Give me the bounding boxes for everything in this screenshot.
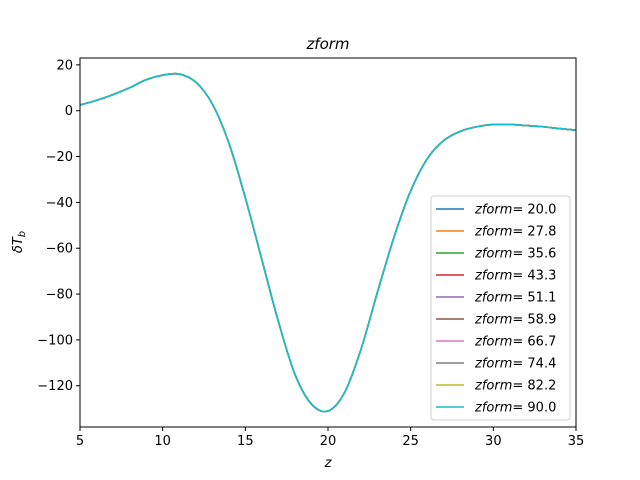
- legend-label: zform= 51.1: [474, 291, 556, 306]
- y-axis-label-main: δT: [11, 236, 26, 253]
- legend-label: zform= 43.3: [474, 269, 556, 284]
- y-tick-label: −20: [46, 150, 73, 165]
- y-tick-label: −60: [46, 242, 73, 257]
- x-tick-label: 10: [154, 434, 171, 449]
- x-tick-label: 35: [568, 434, 585, 449]
- x-tick-label: 30: [485, 434, 502, 449]
- y-tick-label: −120: [37, 379, 73, 394]
- legend-label: zform= 90.0: [474, 401, 556, 416]
- x-axis-label: z: [324, 456, 333, 471]
- y-axis: 20 0 −20 −40 −60 −80 −100 −120: [37, 58, 80, 394]
- y-tick-label: 0: [65, 104, 73, 119]
- x-tick-label: 15: [237, 434, 254, 449]
- legend: zform= 20.0 zform= 27.8 zform= 35.6 zform= …: [430, 195, 571, 421]
- legend-label: zform= 27.8: [474, 225, 556, 240]
- legend-label: zform= 35.6: [474, 247, 556, 262]
- y-tick-label: −100: [37, 333, 73, 348]
- legend-label: zform= 82.2: [474, 379, 556, 394]
- x-tick-label: 25: [402, 434, 419, 449]
- legend-label: zform= 20.0: [474, 203, 556, 218]
- series-line-10: [79, 72, 577, 413]
- y-axis-label-subscript: b: [17, 231, 28, 237]
- legend-label: zform= 66.7: [474, 335, 556, 350]
- legend-label: zform= 74.4: [474, 357, 556, 372]
- y-tick-label: −80: [46, 288, 73, 303]
- x-tick-label: 20: [320, 434, 337, 449]
- y-tick-label: 20: [56, 58, 73, 73]
- y-tick-label: −40: [46, 196, 73, 211]
- plot-area: [79, 72, 577, 413]
- y-axis-label: δTb: [11, 231, 28, 253]
- x-tick-label: 5: [76, 434, 84, 449]
- legend-label: zform= 58.9: [474, 313, 556, 328]
- chart-title: zform: [305, 35, 349, 53]
- x-axis: 5 10 15 20 25 30 35: [76, 427, 584, 449]
- legend-box: [430, 195, 571, 421]
